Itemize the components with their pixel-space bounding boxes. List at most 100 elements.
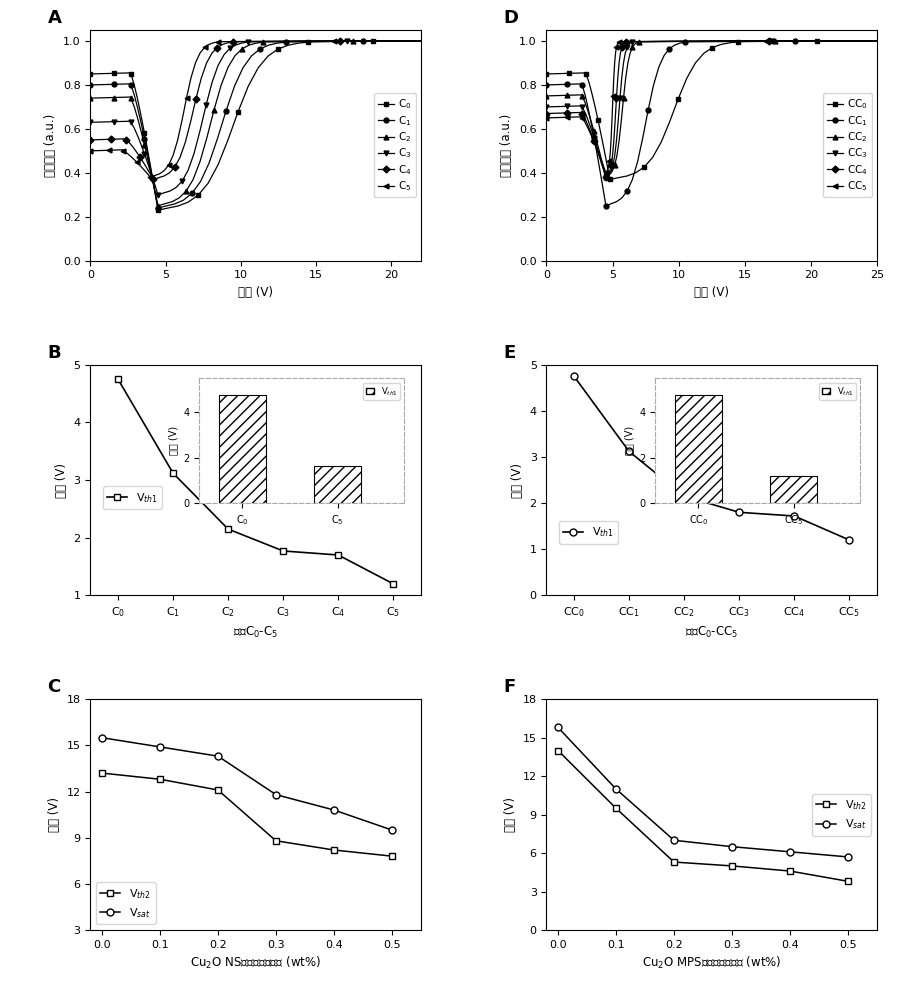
C$_0$	[126, 68, 136, 80]
C$_1$	[280, 36, 291, 48]
CC$_1$	[576, 79, 587, 91]
CC$_1$	[637, 131, 647, 143]
C$_3$	[212, 59, 223, 71]
CC$_5$	[686, 35, 697, 47]
CC$_5$	[579, 116, 590, 128]
CC$_5$	[612, 37, 623, 49]
CC$_5$	[576, 111, 587, 123]
CC$_3$	[835, 35, 846, 47]
C$_1$	[145, 166, 156, 178]
CC$_0$	[600, 158, 611, 170]
C$_2$	[201, 131, 212, 143]
V$_{sat}$	[726, 841, 737, 853]
C$_3$	[341, 35, 352, 47]
CC$_2$	[585, 115, 596, 127]
C$_5$	[85, 145, 96, 157]
CC$_5$	[582, 122, 593, 134]
C$_4$	[281, 35, 292, 47]
CC$_5$	[607, 90, 618, 102]
CC$_3$	[621, 41, 632, 53]
CC$_0$	[557, 67, 568, 79]
Y-axis label: 电压 (V): 电压 (V)	[504, 797, 517, 832]
CC$_4$	[619, 36, 630, 48]
CC$_3$	[582, 114, 593, 126]
C$_5$	[167, 150, 178, 162]
CC$_5$	[610, 47, 620, 59]
C$_0$	[319, 36, 330, 48]
C$_1$	[85, 79, 96, 91]
C$_2$	[173, 192, 184, 204]
C$_2$	[280, 36, 291, 48]
CC$_0$	[612, 172, 623, 184]
C$_4$	[211, 42, 222, 54]
C$_1$	[153, 202, 163, 214]
C$_2$	[166, 196, 177, 208]
C$_1$	[280, 36, 291, 48]
C$_3$	[316, 35, 327, 47]
CC$_5$	[723, 35, 734, 47]
CC$_2$	[633, 36, 644, 48]
C$_4$	[131, 146, 142, 158]
CC$_3$	[571, 100, 582, 112]
CC$_1$	[566, 78, 577, 90]
Y-axis label: 电压 (V): 电压 (V)	[55, 462, 68, 497]
Line: CC$_4$: CC$_4$	[544, 39, 879, 180]
C$_4$	[206, 47, 217, 59]
CC$_3$	[545, 101, 556, 113]
C$_2$	[237, 43, 247, 55]
C$_3$	[85, 116, 96, 128]
Legend: CC$_0$, CC$_1$, CC$_2$, CC$_3$, CC$_4$, CC$_5$: CC$_0$, CC$_1$, CC$_2$, CC$_3$, CC$_4$, …	[822, 93, 870, 197]
C$_2$	[149, 184, 160, 196]
C$_4$	[100, 133, 111, 145]
C$_0$	[132, 94, 143, 106]
CC$_4$	[591, 144, 601, 156]
C$_5$	[118, 144, 129, 156]
CC$_3$	[561, 100, 572, 112]
C$_0$	[149, 184, 160, 196]
CC$_1$	[653, 61, 664, 73]
CC$_3$	[766, 35, 777, 47]
CC$_1$	[642, 104, 653, 116]
C$_5$	[194, 47, 205, 59]
CC$_0$	[598, 143, 609, 155]
V$_{th1}$	[332, 549, 343, 561]
CC$_3$	[614, 92, 625, 104]
V$_{sat}$	[386, 824, 396, 836]
CC$_1$	[540, 79, 551, 91]
V$_{sat}$	[842, 851, 852, 863]
CC$_2$	[609, 159, 619, 171]
CC$_0$	[540, 68, 551, 80]
CC$_0$	[552, 68, 563, 80]
CC$_3$	[626, 36, 637, 48]
CC$_4$	[834, 35, 845, 47]
C$_1$	[97, 79, 107, 91]
CC$_2$	[602, 169, 613, 181]
CC$_5$	[540, 112, 551, 124]
V$_{th1}$	[678, 490, 689, 502]
CC$_2$	[666, 35, 677, 47]
CC$_0$	[638, 161, 648, 173]
C$_0$	[253, 62, 264, 74]
C$_4$	[335, 35, 346, 47]
Y-axis label: 电压 (V): 电压 (V)	[510, 462, 524, 497]
CC$_1$	[555, 78, 566, 90]
Line: C$_3$: C$_3$	[88, 39, 423, 197]
CC$_3$	[619, 47, 630, 59]
C$_4$	[106, 133, 116, 145]
V$_{th1}$	[733, 506, 744, 518]
CC$_4$	[619, 36, 630, 48]
C$_4$	[163, 167, 174, 179]
C$_4$	[191, 93, 201, 105]
C$_4$	[415, 35, 426, 47]
CC$_5$	[613, 36, 624, 48]
C$_0$	[192, 189, 203, 201]
C$_2$	[250, 37, 261, 49]
CC$_3$	[600, 171, 610, 183]
C$_4$	[125, 137, 135, 149]
C$_0$	[119, 67, 130, 79]
CC$_5$	[613, 36, 624, 48]
C$_5$	[328, 35, 339, 47]
CC$_1$	[591, 148, 601, 160]
C$_5$	[199, 41, 209, 53]
C$_0$	[367, 35, 377, 47]
